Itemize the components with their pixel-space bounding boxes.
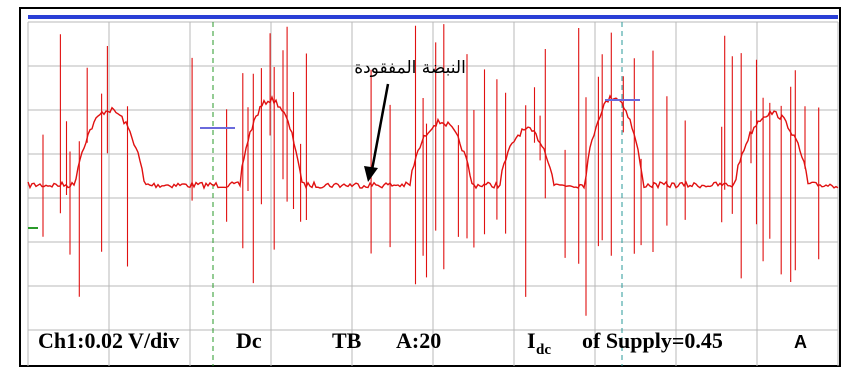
scope-screen: النبضة المفقودة Ch1:0.02 V/div Dc TB A:2… <box>0 0 848 374</box>
annotation: النبضة المفقودة <box>354 58 466 78</box>
caption-trigger: A:20 <box>396 328 441 353</box>
caption-current-text: of Supply=0.45 <box>582 328 723 353</box>
caption-timebase: TB <box>332 328 362 353</box>
caption-channel: Ch1:0.02 V/div <box>38 328 179 353</box>
caption-coupling: Dc <box>236 328 262 353</box>
caption-current-subscript: dc <box>536 342 551 358</box>
page: النبضة المفقودة Ch1:0.02 V/div Dc TB A:2… <box>0 0 848 374</box>
caption-current-unit: A <box>794 332 807 352</box>
caption-current-symbol: I <box>527 328 536 353</box>
